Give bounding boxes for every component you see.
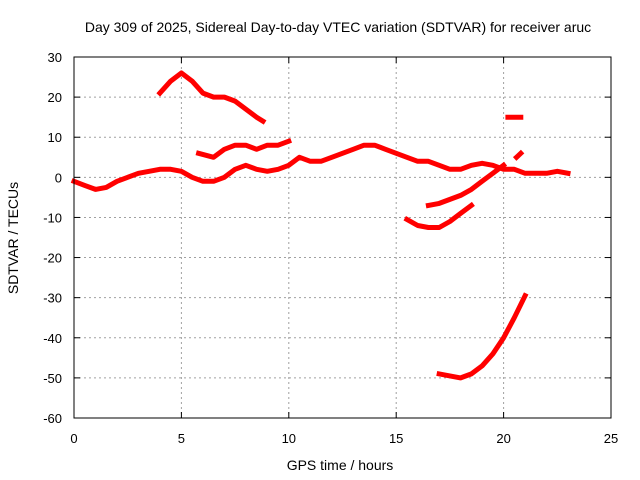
grid-layer xyxy=(74,57,611,418)
y-tick-label: -10 xyxy=(43,210,62,225)
series-line-baseline xyxy=(70,142,571,192)
series-line-rising-branch xyxy=(425,161,508,209)
x-tick-label: 20 xyxy=(496,431,510,446)
series-line-dip-branch xyxy=(403,201,475,230)
x-tick-label: 5 xyxy=(178,431,185,446)
y-tick-label: -30 xyxy=(43,291,62,306)
series-line-mid-branch xyxy=(195,137,293,160)
x-tick-label: 15 xyxy=(389,431,403,446)
chart-title: Day 309 of 2025, Sidereal Day-to-day VTE… xyxy=(85,19,591,35)
y-tick-label: 20 xyxy=(48,90,62,105)
x-tick-label: 25 xyxy=(604,431,618,446)
series-line-upper-branch xyxy=(156,70,267,125)
series-line-deep-branch xyxy=(436,292,529,381)
x-axis-label: GPS time / hours xyxy=(287,457,394,473)
y-tick-label: 30 xyxy=(48,50,62,65)
plot-frame xyxy=(73,56,612,419)
series-layer xyxy=(70,70,571,381)
x-tick-label: 0 xyxy=(70,431,77,446)
y-tick-label: -20 xyxy=(43,251,62,266)
tick-layer: 0 5 10 15 20 25 -60 -50 -40 -30 -20 -10 0 10 20 30 xyxy=(43,50,618,446)
y-tick-label: 10 xyxy=(48,130,62,145)
y-tick-label: -40 xyxy=(43,331,62,346)
y-tick-label: -60 xyxy=(43,411,62,426)
y-axis-label: SDTVAR / TECUs xyxy=(5,182,21,294)
series-line-short-mid xyxy=(512,149,525,161)
y-tick-label: 0 xyxy=(55,170,62,185)
x-tick-label: 10 xyxy=(282,431,296,446)
y-tick-label: -50 xyxy=(43,371,62,386)
